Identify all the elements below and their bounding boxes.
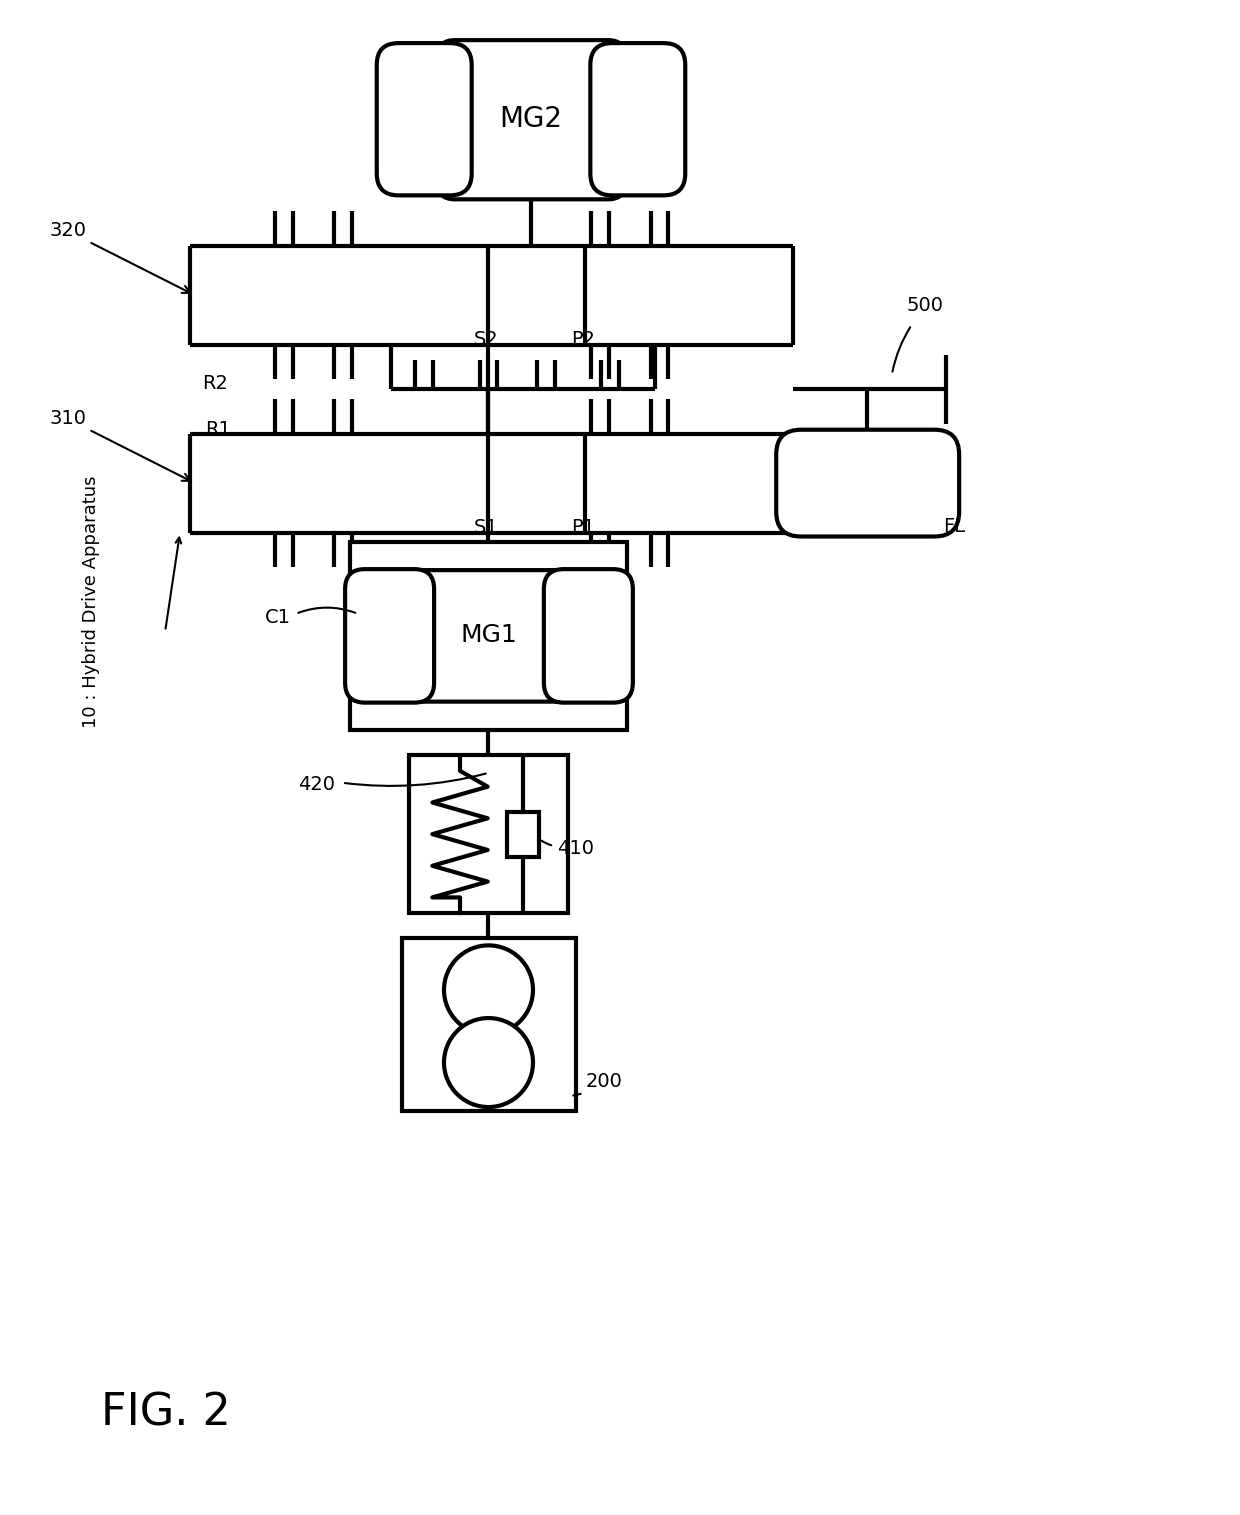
Bar bbox=[409, 754, 568, 914]
Text: MG1: MG1 bbox=[460, 623, 517, 647]
Text: S1: S1 bbox=[474, 518, 498, 536]
Text: 420: 420 bbox=[299, 776, 335, 794]
FancyBboxPatch shape bbox=[345, 570, 434, 703]
Bar bbox=[507, 812, 539, 857]
Text: C1: C1 bbox=[264, 608, 290, 627]
Text: 500: 500 bbox=[906, 295, 944, 315]
Text: 10 : Hybrid Drive Apparatus: 10 : Hybrid Drive Apparatus bbox=[82, 476, 100, 729]
FancyBboxPatch shape bbox=[544, 570, 632, 703]
FancyBboxPatch shape bbox=[408, 570, 569, 701]
FancyBboxPatch shape bbox=[436, 39, 626, 200]
Bar bbox=[403, 938, 575, 1110]
Text: R2: R2 bbox=[202, 374, 228, 394]
Text: FL: FL bbox=[944, 517, 966, 536]
Text: P1: P1 bbox=[572, 518, 595, 536]
Text: P2: P2 bbox=[572, 330, 595, 348]
Text: MG2: MG2 bbox=[500, 105, 563, 133]
Text: R1: R1 bbox=[205, 420, 231, 439]
Text: FIG. 2: FIG. 2 bbox=[100, 1391, 231, 1435]
FancyBboxPatch shape bbox=[590, 42, 686, 195]
Text: 320: 320 bbox=[50, 221, 190, 292]
Text: 310: 310 bbox=[50, 409, 190, 480]
FancyBboxPatch shape bbox=[776, 430, 960, 536]
Text: S2: S2 bbox=[474, 330, 498, 348]
Text: 200: 200 bbox=[585, 1073, 622, 1091]
Circle shape bbox=[444, 1018, 533, 1107]
Circle shape bbox=[444, 945, 533, 1035]
FancyBboxPatch shape bbox=[377, 42, 471, 195]
Text: 410: 410 bbox=[557, 839, 594, 859]
Bar bbox=[350, 542, 627, 730]
